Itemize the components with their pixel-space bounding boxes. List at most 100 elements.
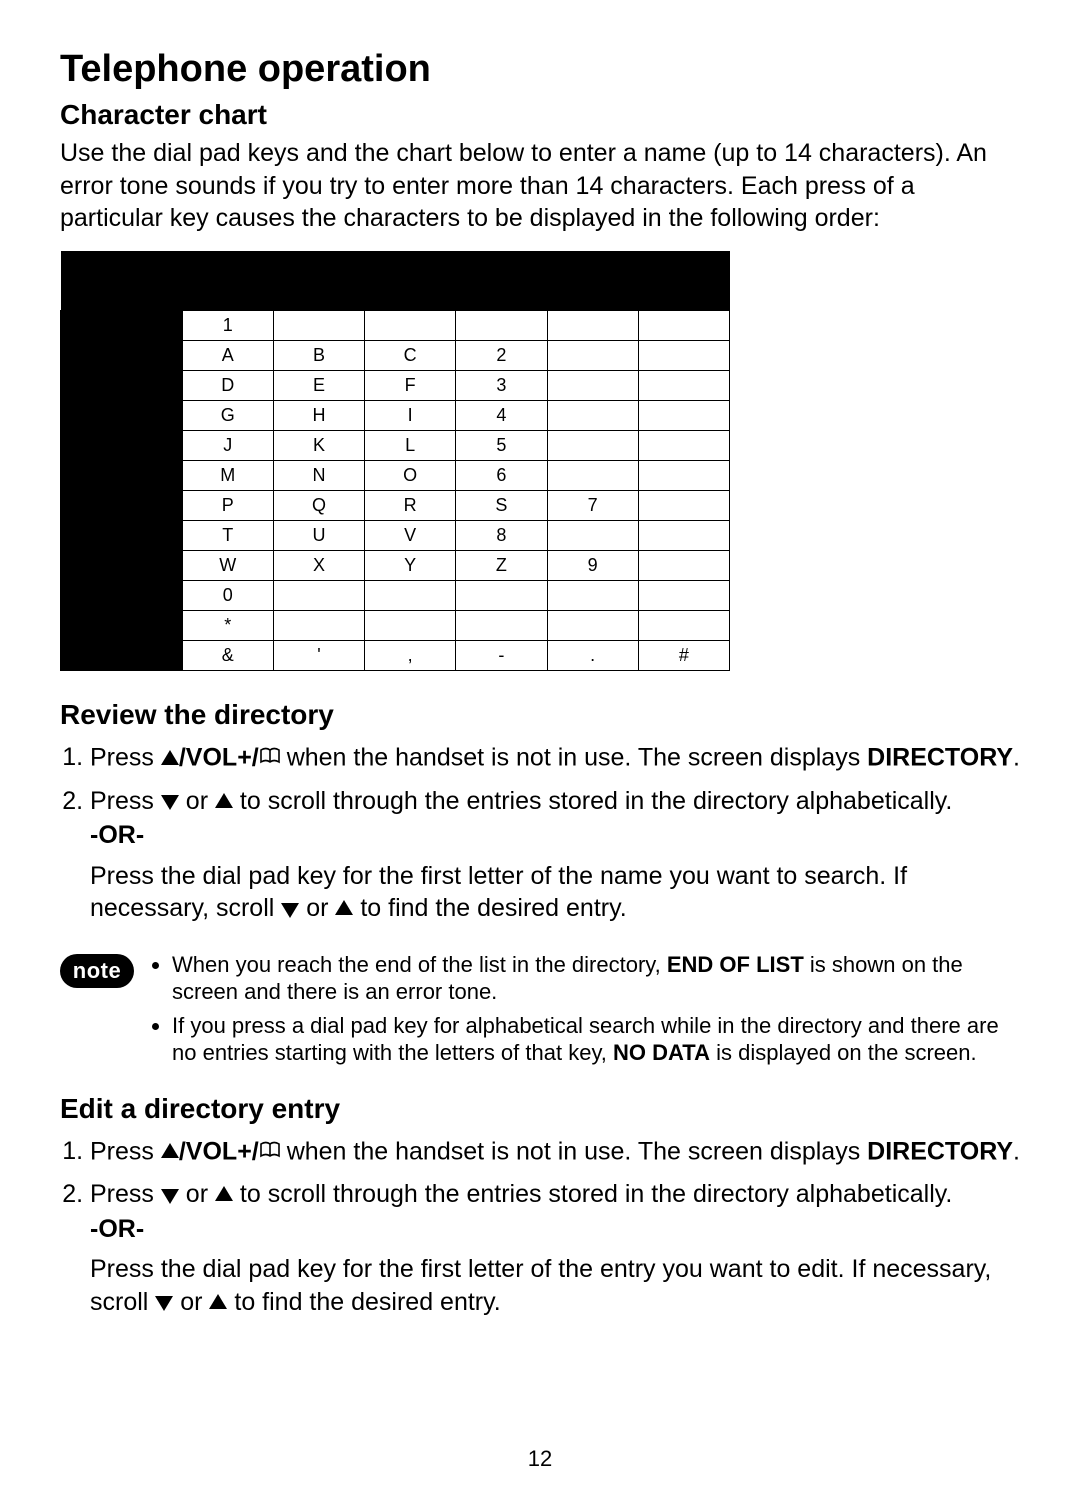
char-cell	[456, 611, 547, 641]
table-header: Characters by number of key presses	[61, 251, 730, 311]
char-cell	[547, 581, 638, 611]
row-key-cell: 3	[61, 371, 183, 401]
triangle-up-icon	[161, 750, 179, 765]
char-cell: A	[182, 341, 273, 371]
triangle-down-icon	[161, 1189, 179, 1204]
char-cell: T	[182, 521, 273, 551]
text: when the handset is not in use. The scre…	[280, 1137, 867, 1165]
table-row: 11	[61, 311, 730, 341]
row-key-cell: 2	[61, 341, 183, 371]
char-cell: 8	[456, 521, 547, 551]
text: When you reach the end of the list in th…	[172, 952, 667, 977]
char-cell	[273, 311, 364, 341]
char-cell: 3	[456, 371, 547, 401]
char-cell	[638, 461, 729, 491]
char-cell	[638, 521, 729, 551]
triangle-down-icon	[161, 795, 179, 810]
char-cell	[365, 311, 456, 341]
table-row: 6MNO6	[61, 461, 730, 491]
section-heading-review-directory: Review the directory	[60, 699, 1020, 731]
text: or	[179, 787, 215, 815]
list-item: Press or to scroll through the entries s…	[90, 1178, 1020, 1318]
no-data-label: NO DATA	[613, 1040, 710, 1065]
triangle-up-icon	[215, 793, 233, 808]
char-cell: &	[182, 641, 273, 671]
char-cell	[365, 611, 456, 641]
char-cell: K	[273, 431, 364, 461]
or-separator: -OR-	[90, 1213, 1020, 1246]
char-cell	[547, 521, 638, 551]
char-cell	[638, 371, 729, 401]
review-directory-steps: Press /VOL+/ when the handset is not in …	[60, 741, 1020, 935]
char-cell: -	[456, 641, 547, 671]
char-cell	[365, 581, 456, 611]
text: when the handset is not in use. The scre…	[280, 743, 867, 771]
char-cell	[456, 311, 547, 341]
char-cell	[638, 311, 729, 341]
table-row: 00	[61, 581, 730, 611]
row-key-cell: 9	[61, 551, 183, 581]
note-callout: note When you reach the end of the list …	[60, 951, 1020, 1073]
directory-icon	[260, 741, 280, 774]
table-row: 2ABC2	[61, 341, 730, 371]
char-cell: S	[456, 491, 547, 521]
table-header-row: Characters by number of key presses	[61, 251, 730, 311]
triangle-up-icon	[215, 1186, 233, 1201]
char-cell	[273, 611, 364, 641]
char-cell: 0	[182, 581, 273, 611]
char-cell	[638, 551, 729, 581]
char-cell: H	[273, 401, 364, 431]
char-cell	[638, 491, 729, 521]
section-heading-character-chart: Character chart	[60, 99, 1020, 131]
char-cell: *	[182, 611, 273, 641]
note-badge: note	[60, 954, 134, 988]
char-cell: E	[273, 371, 364, 401]
list-item: Press /VOL+/ when the handset is not in …	[90, 1135, 1020, 1171]
alt-instruction: Press the dial pad key for the first let…	[90, 860, 1020, 925]
char-cell	[273, 581, 364, 611]
row-key-cell: 8	[61, 521, 183, 551]
row-key-cell: 4	[61, 401, 183, 431]
text: to scroll through the entries stored in …	[233, 1180, 952, 1208]
char-cell	[638, 611, 729, 641]
char-cell	[547, 611, 638, 641]
char-cell: F	[365, 371, 456, 401]
char-cell	[638, 341, 729, 371]
text: is displayed on the screen.	[710, 1040, 977, 1065]
char-cell: V	[365, 521, 456, 551]
char-cell: N	[273, 461, 364, 491]
char-cell	[547, 371, 638, 401]
page-title: Telephone operation	[60, 48, 1020, 91]
triangle-up-icon	[209, 1294, 227, 1309]
char-cell: ,	[365, 641, 456, 671]
or-separator: -OR-	[90, 819, 1020, 852]
directory-icon	[260, 1135, 280, 1168]
char-cell: D	[182, 371, 273, 401]
char-cell: B	[273, 341, 364, 371]
alt-instruction: Press the dial pad key for the first let…	[90, 1253, 1020, 1318]
text: to find the desired entry.	[353, 894, 626, 922]
page-number: 12	[60, 1446, 1020, 1472]
char-cell: M	[182, 461, 273, 491]
char-cell: I	[365, 401, 456, 431]
char-cell: J	[182, 431, 273, 461]
table-row: **	[61, 611, 730, 641]
char-cell: R	[365, 491, 456, 521]
char-cell: C	[365, 341, 456, 371]
text: Press	[90, 787, 161, 815]
list-item: Press /VOL+/ when the handset is not in …	[90, 741, 1020, 777]
char-cell: Q	[273, 491, 364, 521]
triangle-down-icon	[155, 1296, 173, 1311]
char-cell: W	[182, 551, 273, 581]
triangle-down-icon	[281, 903, 299, 918]
char-cell: 5	[456, 431, 547, 461]
list-item: If you press a dial pad key for alphabet…	[172, 1012, 1020, 1067]
char-cell	[547, 431, 638, 461]
char-cell	[547, 461, 638, 491]
char-cell	[547, 341, 638, 371]
char-cell: 4	[456, 401, 547, 431]
table-row: 8TUV8	[61, 521, 730, 551]
text: or	[179, 1180, 215, 1208]
char-cell: Z	[456, 551, 547, 581]
table-row: 5JKL5	[61, 431, 730, 461]
